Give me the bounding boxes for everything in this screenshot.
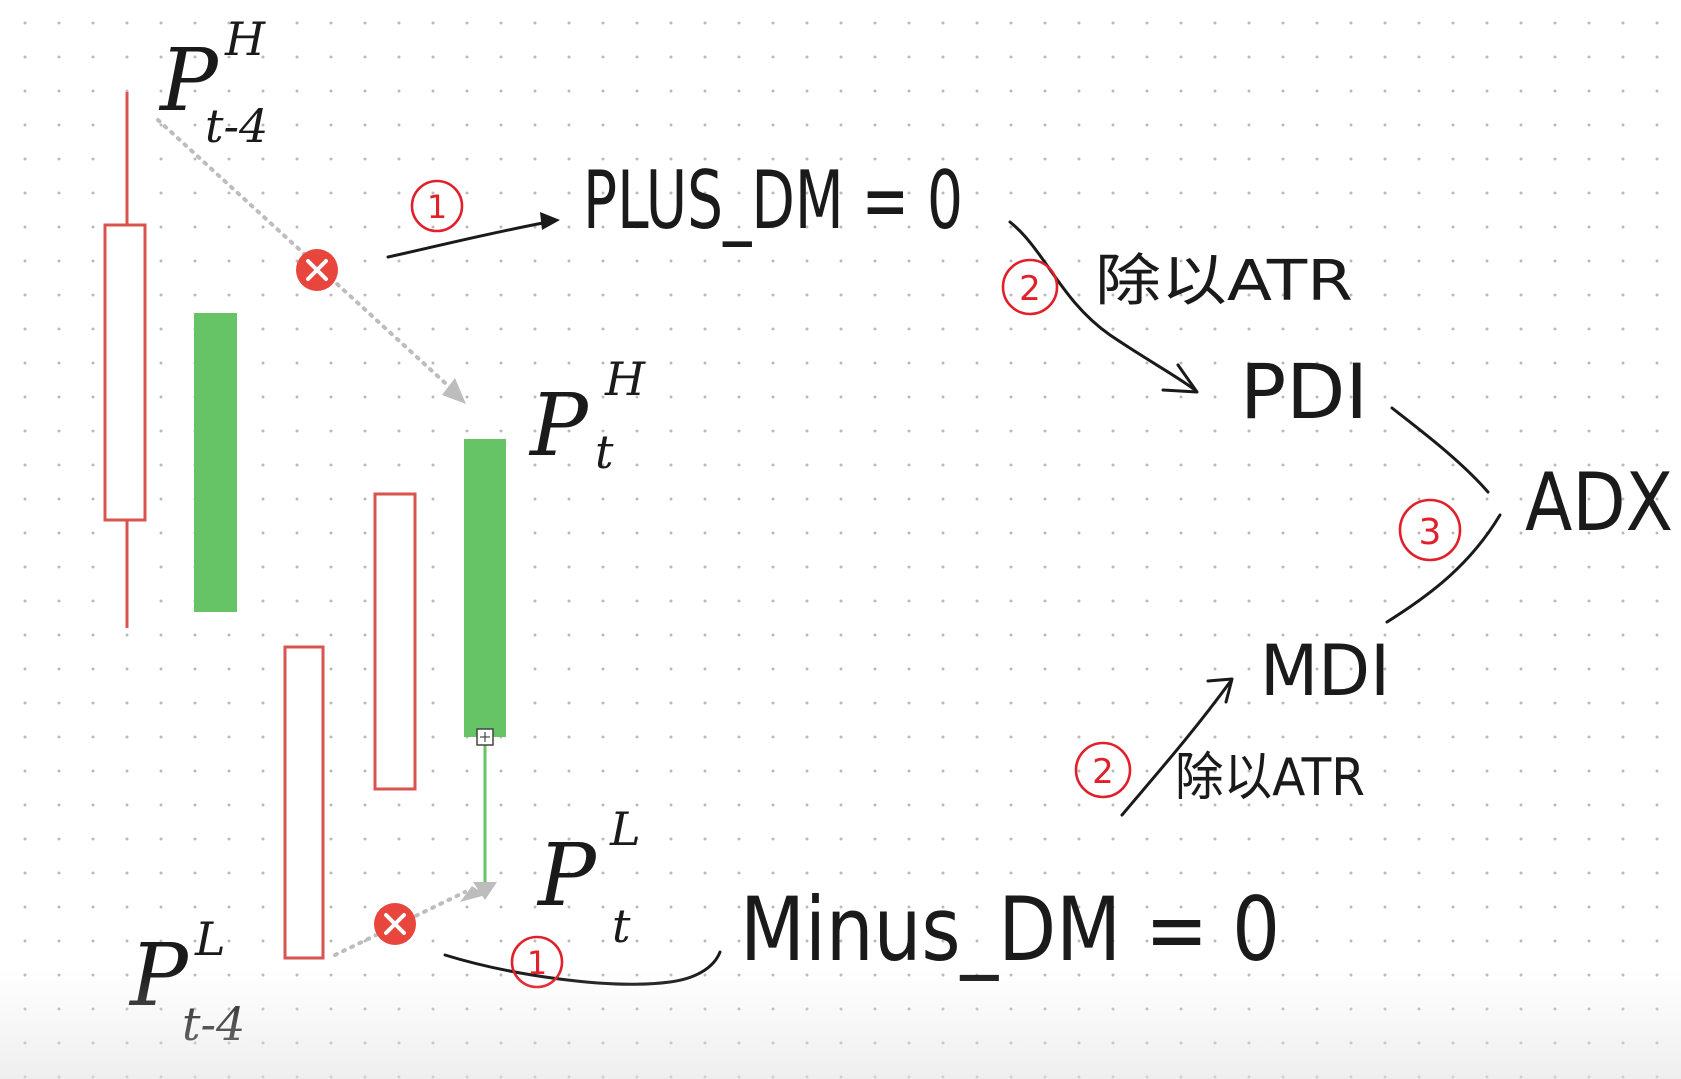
step-2-top-circle (1001, 258, 1059, 316)
plus-dm-arrow-line (386, 220, 550, 259)
candle-4-body (373, 492, 417, 791)
pdi-arrowhead (1161, 363, 1199, 394)
p-low-curr-sub: t (612, 899, 631, 953)
step-3-number: 3 (1419, 512, 1442, 553)
minus-dm-to-mdi-line (1120, 680, 1232, 817)
minus-dm-curve (443, 950, 722, 986)
label-p-low-t-4: P L t-4 (128, 912, 245, 1051)
step-1-top-circle (410, 179, 464, 233)
candle-3-body (283, 645, 325, 960)
adx-label: ADX (1525, 456, 1673, 549)
p-low-curr-base: P (536, 826, 598, 926)
step-3-circle (1398, 498, 1462, 562)
p-high-prev-base: P (158, 31, 220, 131)
plus-dm-branch: 1 PLUS_DM = 0 (386, 154, 963, 259)
step-1-top-number: 1 (427, 188, 447, 226)
candle-2-body (194, 313, 237, 612)
plus-dm-to-pdi-curve (1008, 220, 1197, 392)
p-low-curr-sup: L (609, 802, 641, 856)
p-high-prev-sup: H (224, 12, 266, 66)
label-p-high-t: P H t (528, 352, 646, 479)
pdi-label: PDI (1240, 347, 1368, 436)
high-connector-arrowhead (442, 378, 466, 404)
step-2-bottom-circle (1074, 741, 1132, 799)
label-p-high-t-4: P H t-4 (158, 12, 268, 153)
plus-dm-label: PLUS_DM = 0 (583, 154, 963, 247)
p-low-prev-sup: L (194, 912, 226, 966)
step-1-bottom-number: 1 (527, 944, 547, 982)
p-low-prev-base: P (128, 926, 190, 1026)
adx-branch: 3 ADX (1385, 406, 1673, 624)
p-high-curr-sup: H (604, 352, 646, 406)
candlestick-group (103, 92, 506, 960)
step-2-bottom-number: 2 (1092, 752, 1114, 792)
label-p-low-t: P L t (536, 802, 641, 953)
p-high-curr-base: P (528, 376, 590, 476)
mdi-branch: 2 除以ATR MDI (1074, 630, 1390, 817)
green-wick-arrowhead (473, 882, 497, 900)
p-low-prev-sub: t-4 (182, 997, 245, 1051)
divide-atr-bottom-label: 除以ATR (1175, 748, 1365, 808)
pdi-to-adx-curve (1390, 406, 1490, 494)
mdi-label: MDI (1260, 630, 1390, 712)
p-high-prev-sub: t-4 (205, 99, 268, 153)
p-high-curr-sub: t (595, 425, 614, 479)
cross-badge-top (296, 249, 338, 291)
cross-badge-bottom (374, 903, 416, 945)
plus-dm-arrowhead (540, 212, 560, 230)
candle-1-body (103, 223, 147, 522)
divide-atr-top-label: 除以ATR (1095, 249, 1353, 314)
low-connector-arrowhead (460, 886, 486, 902)
minus-dm-label: Minus_DM = 0 (740, 878, 1280, 981)
pdi-branch: 2 除以ATR PDI (1001, 220, 1368, 436)
mdi-to-adx-curve (1385, 513, 1502, 624)
mdi-arrowhead (1206, 677, 1234, 704)
step-2-top-number: 2 (1019, 269, 1041, 309)
candle-5-body (464, 439, 506, 737)
